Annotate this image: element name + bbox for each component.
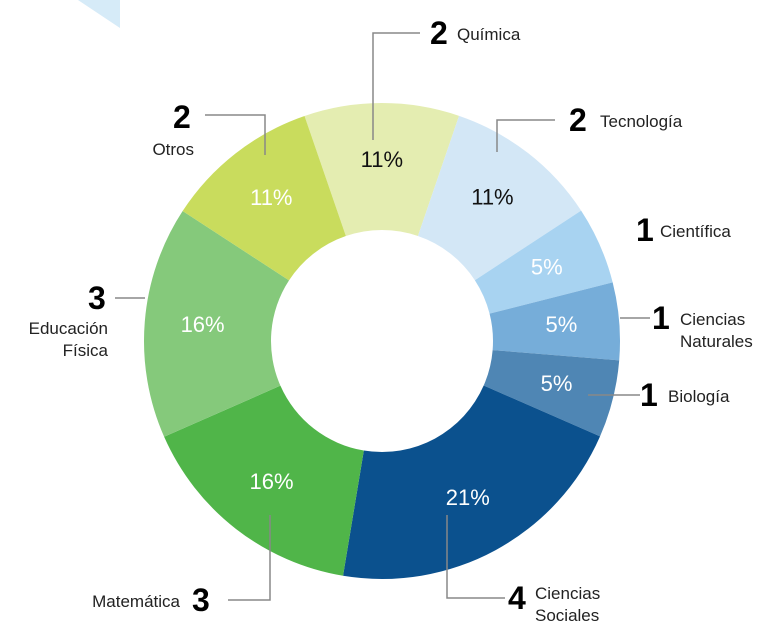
percent-label: 11% — [250, 185, 292, 210]
donut-segment — [489, 282, 621, 361]
category-label: Matemática — [92, 592, 180, 611]
category-label: Educación Física — [28, 319, 108, 360]
count-label: 2 — [569, 102, 587, 138]
percent-label: 11% — [471, 185, 513, 210]
leader-line — [205, 114, 266, 155]
donut-segment — [483, 350, 620, 437]
category-label: Ciencias Sociales — [535, 584, 601, 625]
donut-segment — [164, 385, 364, 576]
count-label: 3 — [192, 582, 210, 618]
leader-line — [446, 515, 505, 599]
category-label: Científica — [660, 222, 731, 241]
count-label: 1 — [652, 300, 670, 336]
count-label: 1 — [636, 212, 654, 248]
donut-segment — [474, 210, 613, 314]
percent-label: 16% — [250, 469, 294, 494]
percent-label: 11% — [361, 147, 403, 172]
donut-segment — [417, 115, 582, 281]
count-label: 1 — [640, 377, 658, 413]
decoration — [78, 0, 120, 28]
leader-line — [228, 515, 271, 601]
category-label: Química — [457, 25, 521, 44]
percent-label: 21% — [446, 485, 490, 510]
donut-segment — [182, 115, 346, 281]
donut-segment — [144, 211, 290, 437]
leader-line — [496, 119, 555, 152]
count-label: 2 — [430, 15, 448, 51]
category-label: Tecnología — [600, 112, 683, 131]
category-label: Ciencias Naturales — [680, 310, 753, 351]
percent-label: 16% — [181, 312, 225, 337]
percent-label: 5% — [545, 312, 577, 337]
donut-segment — [304, 102, 460, 237]
category-label: Otros — [152, 140, 194, 159]
donut-segment — [343, 385, 601, 579]
category-label: Biología — [668, 387, 730, 406]
count-label: 4 — [508, 580, 526, 616]
percent-label: 5% — [541, 371, 573, 396]
percent-label: 5% — [531, 254, 563, 279]
count-label: 3 — [88, 280, 106, 316]
leader-line — [372, 32, 420, 140]
count-label: 2 — [173, 99, 191, 135]
